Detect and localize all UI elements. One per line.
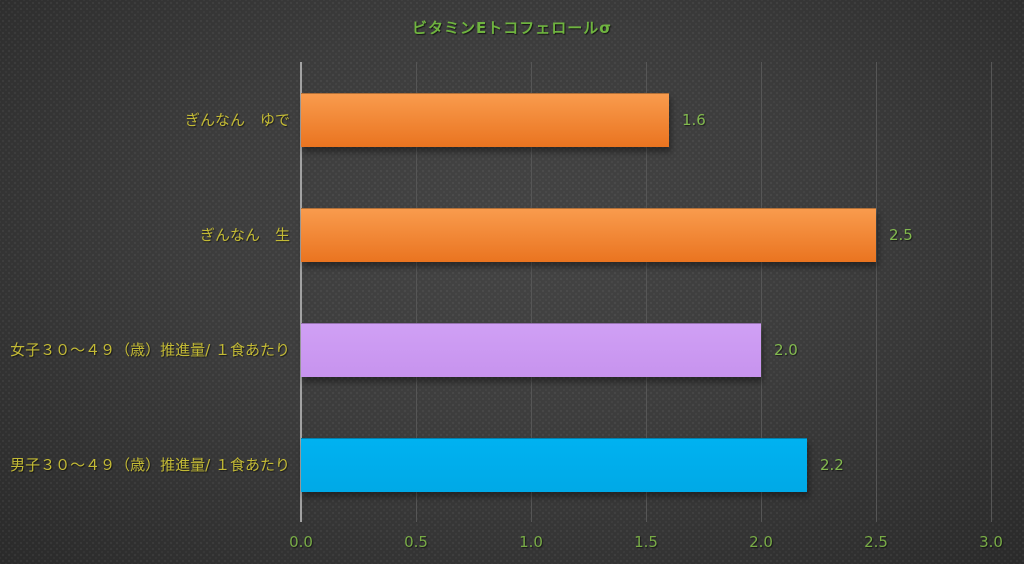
gridline <box>991 62 992 522</box>
x-tick-label-2.0: 2.0 <box>749 533 773 551</box>
gridline <box>416 62 417 522</box>
gridline <box>646 62 647 522</box>
bars-container: ぎんなん ゆで 1.6 ぎんなん 生 2.5 女子３０～４９（歳）推進量/ １食あたり 2… <box>10 62 991 522</box>
bar-row-2: ぎんなん 生 2.5 <box>200 177 991 292</box>
bar-row-4: 男子３０～４９（歳）推進量/ １食あたり 2.2 <box>10 407 991 522</box>
category-label-1: ぎんなん ゆで <box>184 111 290 129</box>
bar-row-1: ぎんなん ゆで 1.6 <box>185 62 991 177</box>
x-tick-label-1.0: 1.0 <box>519 533 543 551</box>
gridline <box>761 62 762 522</box>
x-tick-label-0.0: 0.0 <box>289 533 313 551</box>
y-axis-line <box>300 62 302 522</box>
bar-row-3: 女子３０～４９（歳）推進量/ １食あたり 2.0 <box>10 292 991 407</box>
value-label-2: 2.5 <box>889 225 913 244</box>
gridline <box>531 62 532 522</box>
value-label-1: 1.6 <box>682 110 706 129</box>
category-label-4: 男子３０～４９（歳）推進量/ １食あたり <box>10 456 290 474</box>
category-label-2: ぎんなん 生 <box>199 226 290 244</box>
value-label-4: 2.2 <box>820 455 844 474</box>
x-tick-label-0.5: 0.5 <box>404 533 428 551</box>
bar-1 <box>301 92 669 147</box>
gridline <box>876 62 877 522</box>
value-label-3: 2.0 <box>774 340 798 359</box>
bar-4 <box>301 437 807 492</box>
x-axis-ticks: 0.0 0.5 1.0 1.5 2.0 2.5 3.0 <box>289 533 1003 557</box>
bar-2 <box>301 207 876 262</box>
plot-area: ぎんなん ゆで 1.6 ぎんなん 生 2.5 女子３０～４９（歳）推進量/ １食あたり 2… <box>10 62 992 522</box>
x-tick-label-1.5: 1.5 <box>634 533 658 551</box>
x-tick-label-2.5: 2.5 <box>864 533 888 551</box>
x-tick-label-3.0: 3.0 <box>979 533 1003 551</box>
chart-title: ビタミンEトコフェロールσ <box>412 19 612 37</box>
category-label-3: 女子３０～４９（歳）推進量/ １食あたり <box>10 341 290 359</box>
bar-3 <box>301 322 761 377</box>
